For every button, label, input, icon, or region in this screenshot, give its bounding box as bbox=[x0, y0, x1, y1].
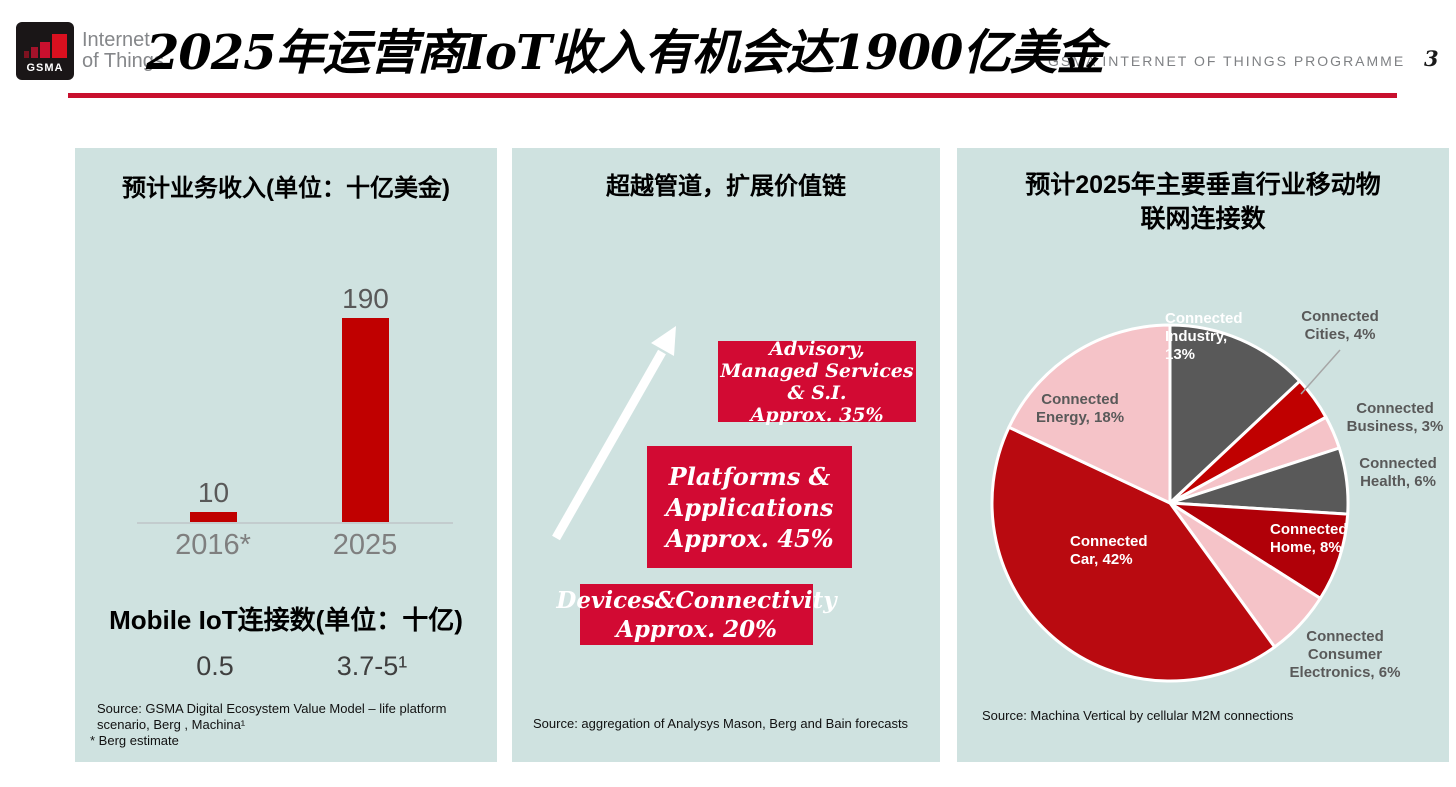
bar-2016 bbox=[190, 512, 237, 523]
panel-value-chain: 超越管道，扩展价值链 Advisory, Managed Services & … bbox=[512, 148, 940, 762]
slide-title: 2025年运营商IoT收入有机会达1900亿美金 bbox=[146, 25, 1104, 81]
pie-label-connected-business: Connected Business, 3% bbox=[1346, 400, 1444, 435]
pie-label-connected-health: Connected Health, 6% bbox=[1359, 455, 1437, 490]
bar-group-2016: 10 bbox=[190, 477, 237, 523]
pie-slice-connected-home bbox=[1168, 501, 1350, 600]
pie-slice-connected-energy bbox=[1007, 323, 1172, 505]
pie-label-connected-consumer-electronics: Connected Consumer Electronics, 6% bbox=[1289, 628, 1401, 681]
title-underline bbox=[68, 93, 1397, 98]
page-number: 3 bbox=[1424, 46, 1439, 71]
pie-label-connected-industry: Connected Industry, 13% bbox=[1165, 310, 1243, 363]
panel-vertical-connections: 预计2025年主要垂直行业移动物 联网连接数 Connected Industr… bbox=[957, 148, 1449, 762]
category-label-2016: 2016* bbox=[175, 529, 251, 561]
internet-of-things-wordmark: Internet of Things bbox=[82, 29, 164, 72]
x-axis-line bbox=[137, 522, 453, 524]
programme-label: GSMA INTERNET OF THINGS PROGRAMME bbox=[1048, 53, 1406, 69]
gsma-logo-bars-icon bbox=[24, 34, 67, 58]
bar-value-2025: 190 bbox=[342, 283, 389, 314]
pie-label-connected-cities: Connected Cities, 4% bbox=[1301, 308, 1379, 343]
mobile-iot-connections-heading: Mobile IoT连接数(单位：十亿) bbox=[109, 605, 463, 635]
cities-leader-line bbox=[1300, 349, 1341, 395]
pie-label-connected-energy: Connected Energy, 18% bbox=[1035, 391, 1125, 426]
bar-value-2016: 10 bbox=[197, 477, 230, 508]
growth-arrow-icon bbox=[552, 326, 676, 541]
value-box-devices: Devices&Connectivity Approx. 20% bbox=[556, 584, 837, 645]
middle-panel-title: 超越管道，扩展价值链 bbox=[606, 173, 846, 200]
left-panel-title: 预计业务收入(单位：十亿美金) bbox=[122, 175, 450, 202]
left-panel-source: Source: GSMA Digital Ecosystem Value Mod… bbox=[90, 701, 447, 748]
connections-value-2025: 3.7-5¹ bbox=[336, 651, 408, 681]
value-box-platforms: Platforms & Applications Approx. 45% bbox=[647, 446, 852, 568]
pie-slice-connected-industry bbox=[1168, 323, 1302, 505]
right-panel-title: 预计2025年主要垂直行业移动物 联网连接数 bbox=[1025, 171, 1381, 233]
gsma-logo: GSMA bbox=[16, 22, 74, 80]
gsma-logo-text: GSMA bbox=[26, 62, 64, 74]
verticals-pie-chart bbox=[980, 313, 1360, 693]
panel-forecast-revenue: 预计业务收入(单位：十亿美金) 10 190 2016* 2025 Mobile… bbox=[75, 148, 497, 762]
bar-group-2025: 190 bbox=[342, 283, 389, 523]
pie-label-connected-home: Connected Home, 8% bbox=[1270, 521, 1348, 556]
connections-value-2016: 0.5 bbox=[196, 651, 234, 681]
pie-label-connected-car: Connected Car, 42% bbox=[1070, 533, 1148, 568]
pie-svg bbox=[990, 323, 1350, 683]
category-label-2025: 2025 bbox=[332, 529, 398, 561]
bar-2025 bbox=[342, 318, 389, 523]
pie-slice-connected-car bbox=[990, 425, 1277, 683]
value-box-advisory: Advisory, Managed Services & S.I. Approx… bbox=[718, 338, 916, 426]
middle-panel-source: Source: aggregation of Analysys Mason, B… bbox=[533, 716, 909, 731]
right-panel-source: Source: Machina Vertical by cellular M2M… bbox=[982, 708, 1294, 723]
